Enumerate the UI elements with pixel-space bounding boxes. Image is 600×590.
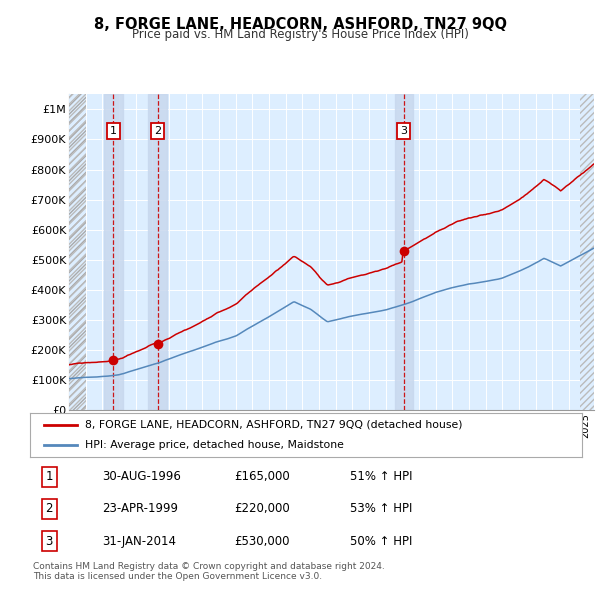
Text: 53% ↑ HPI: 53% ↑ HPI xyxy=(350,502,413,516)
Text: 2: 2 xyxy=(154,126,161,136)
Bar xyxy=(580,94,594,410)
Text: 3: 3 xyxy=(46,535,53,548)
Bar xyxy=(580,94,594,410)
Text: 2: 2 xyxy=(46,502,53,516)
Bar xyxy=(104,94,122,410)
Text: 3: 3 xyxy=(400,126,407,136)
Bar xyxy=(69,94,86,410)
Text: 1: 1 xyxy=(110,126,117,136)
Text: 31-JAN-2014: 31-JAN-2014 xyxy=(102,535,176,548)
Text: £530,000: £530,000 xyxy=(234,535,290,548)
Text: 30-AUG-1996: 30-AUG-1996 xyxy=(102,470,181,483)
Bar xyxy=(395,94,413,410)
Bar xyxy=(148,94,167,410)
Text: 8, FORGE LANE, HEADCORN, ASHFORD, TN27 9QQ (detached house): 8, FORGE LANE, HEADCORN, ASHFORD, TN27 9… xyxy=(85,420,463,430)
Text: 8, FORGE LANE, HEADCORN, ASHFORD, TN27 9QQ: 8, FORGE LANE, HEADCORN, ASHFORD, TN27 9… xyxy=(94,17,506,31)
Text: £220,000: £220,000 xyxy=(234,502,290,516)
Bar xyxy=(69,94,86,410)
Text: 23-APR-1999: 23-APR-1999 xyxy=(102,502,178,516)
Bar xyxy=(69,94,86,410)
Text: Contains HM Land Registry data © Crown copyright and database right 2024.
This d: Contains HM Land Registry data © Crown c… xyxy=(33,562,385,581)
Text: 1: 1 xyxy=(46,470,53,483)
Text: Price paid vs. HM Land Registry's House Price Index (HPI): Price paid vs. HM Land Registry's House … xyxy=(131,28,469,41)
Text: 50% ↑ HPI: 50% ↑ HPI xyxy=(350,535,413,548)
Text: £165,000: £165,000 xyxy=(234,470,290,483)
Text: 51% ↑ HPI: 51% ↑ HPI xyxy=(350,470,413,483)
Text: HPI: Average price, detached house, Maidstone: HPI: Average price, detached house, Maid… xyxy=(85,440,344,450)
Bar xyxy=(69,94,86,410)
